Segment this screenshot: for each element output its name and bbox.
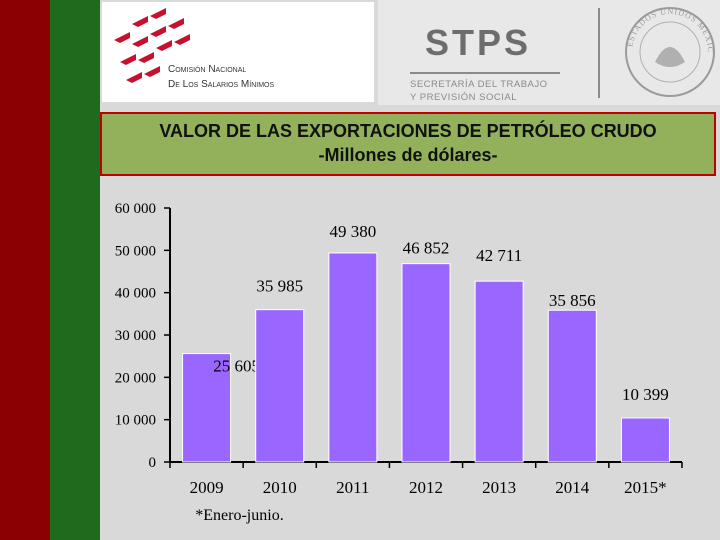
category-label: 2009: [190, 478, 224, 497]
data-label: 35 985: [256, 277, 303, 296]
category-label: 2014: [555, 478, 590, 497]
category-label: 2013: [482, 478, 516, 497]
cnsm-logo-mark: [114, 8, 190, 83]
y-tick-label: 50 000: [115, 243, 156, 259]
bar: [547, 309, 597, 463]
y-tick-label: 30 000: [115, 328, 156, 344]
data-label: 46 852: [403, 239, 450, 258]
data-label: 35 856: [549, 291, 596, 310]
bar: [474, 280, 524, 463]
bar: [401, 263, 451, 463]
left-green-stripe: [50, 0, 100, 540]
cnsm-name-line1: Comisión Nacional: [168, 64, 247, 75]
left-red-stripe: [0, 0, 50, 540]
stps-rule: [410, 72, 560, 74]
category-label: 2010: [263, 478, 297, 497]
category-label: 2015*: [624, 478, 667, 497]
data-label: 10 399: [622, 385, 669, 404]
y-tick-label: 60 000: [115, 201, 156, 217]
category-label: 2012: [409, 478, 443, 497]
y-tick-label: 0: [149, 455, 157, 471]
bar: [328, 252, 378, 463]
stps-subtitle-line1: SECRETARÍA DEL TRABAJO: [410, 79, 548, 90]
category-label: 2011: [336, 478, 369, 497]
data-label: 25 605: [213, 357, 260, 376]
bar: [255, 309, 305, 463]
chart-title-box: VALOR DE LAS EXPORTACIONES DE PETRÓLEO C…: [100, 112, 716, 176]
data-label: 42 711: [476, 246, 522, 265]
bar: [182, 353, 232, 463]
stps-subtitle: SECRETARÍA DEL TRABAJO Y PREVISIÓN SOCIA…: [410, 78, 548, 104]
stps-subtitle-line2: Y PREVISIÓN SOCIAL: [410, 92, 518, 103]
stps-wordmark: STPS: [425, 22, 532, 63]
coat-of-arms-seal: ESTADOS UNIDOS MEXICANOS: [0, 0, 715, 97]
cnsm-name: Comisión Nacional De Los Salarios Mínimo…: [168, 62, 274, 92]
header-divider: [598, 8, 600, 98]
chart-title: VALOR DE LAS EXPORTACIONES DE PETRÓLEO C…: [159, 121, 657, 141]
chart-subtitle: -Millones de dólares-: [318, 145, 498, 165]
cnsm-name-line2: De Los Salarios Mínimos: [168, 79, 275, 90]
y-tick-label: 40 000: [115, 286, 156, 302]
y-tick-label: 20 000: [115, 370, 156, 386]
cnsm-logo: [102, 2, 374, 102]
chart-note: *Enero-junio.: [195, 507, 283, 524]
y-tick-label: 10 000: [115, 413, 156, 429]
bar: [620, 417, 670, 463]
data-label: 49 380: [329, 222, 376, 241]
